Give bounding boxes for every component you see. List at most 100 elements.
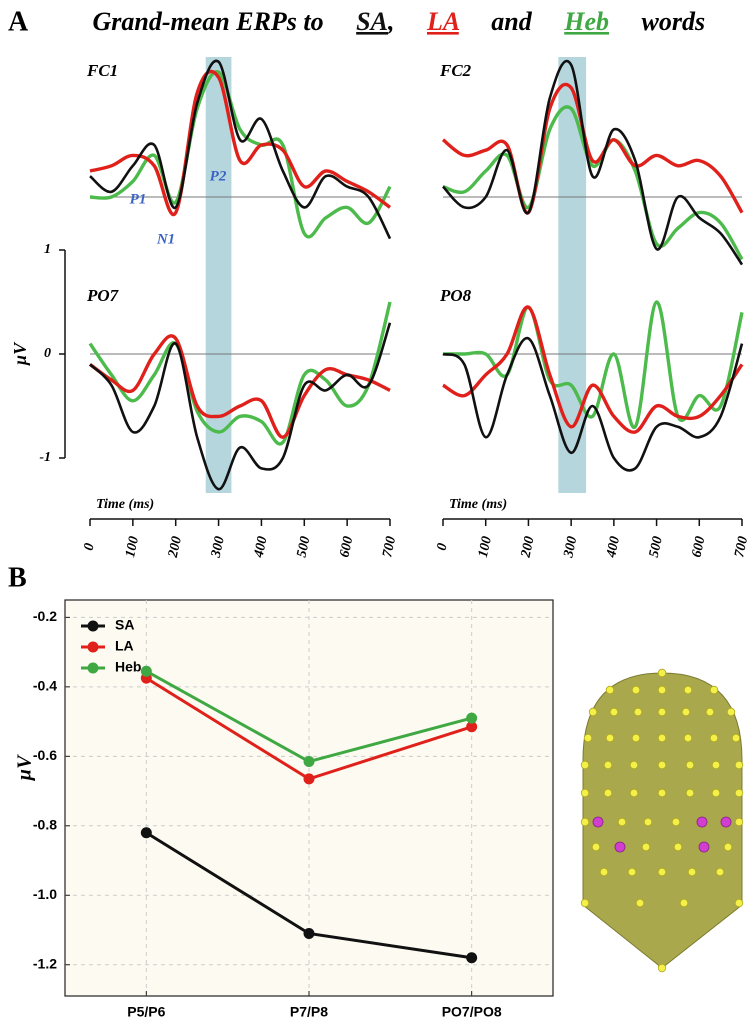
electrode [629, 788, 639, 798]
y-tick-label: 1 [44, 242, 51, 257]
electrode [734, 817, 744, 827]
electrode [592, 816, 604, 828]
x-tick-label: 100 [476, 535, 495, 559]
electrode [657, 668, 667, 678]
electrode [683, 733, 693, 743]
legend-marker [87, 641, 99, 653]
y-tick-label: -0.4 [33, 678, 57, 694]
x-tick-label: P7/P8 [290, 1004, 328, 1020]
electrode [629, 760, 639, 770]
x-tick-label: 0 [82, 542, 98, 552]
erp-line [88, 334, 391, 439]
electrode [657, 733, 667, 743]
electrode [657, 867, 667, 877]
x-tick-label: 700 [380, 535, 399, 559]
electrode [685, 760, 695, 770]
electrode [657, 788, 667, 798]
x-tick-label: 700 [732, 535, 747, 559]
electrode [631, 685, 641, 695]
x-tick-label: 500 [647, 535, 666, 559]
electrode [614, 841, 626, 853]
x-tick-label: 600 [689, 535, 708, 559]
electrode [734, 788, 744, 798]
figure-title: Grand-mean ERPs to SA, LA and Heb words [60, 7, 725, 36]
x-tick-label: 300 [561, 535, 580, 560]
electrode [609, 707, 619, 717]
data-point [466, 712, 478, 724]
annotation: N1 [156, 231, 175, 247]
panel-label: A [8, 6, 29, 37]
data-point [303, 756, 315, 768]
electrode [683, 685, 693, 695]
electrode [605, 733, 615, 743]
electrode [580, 898, 590, 908]
data-point [303, 927, 315, 939]
electrode [580, 788, 590, 798]
electrode [711, 788, 721, 798]
erp-line [89, 69, 392, 217]
electrode [709, 733, 719, 743]
x-tick-label: 500 [294, 535, 313, 559]
x-tick-label: 400 [251, 535, 270, 560]
data-point [303, 773, 315, 785]
data-point [466, 721, 478, 733]
electrode [696, 816, 708, 828]
erp-line [441, 82, 744, 215]
electrode [671, 817, 681, 827]
electrode [709, 685, 719, 695]
data-point [466, 952, 478, 964]
electrode [685, 788, 695, 798]
electrode [679, 898, 689, 908]
electrode [643, 817, 653, 827]
electrode [617, 817, 627, 827]
electrode [726, 707, 736, 717]
x-tick-label: 100 [123, 535, 142, 559]
x-tick-label: PO7/PO8 [442, 1004, 502, 1020]
title-part: SA [356, 7, 388, 36]
electrode [657, 963, 667, 973]
electrode [627, 867, 637, 877]
x-tick-label: 200 [166, 535, 185, 560]
erp-line [442, 305, 744, 434]
annotation: P2 [210, 168, 227, 184]
electrode [603, 760, 613, 770]
y-tick-label: -1.0 [33, 886, 57, 902]
title-part: and [491, 7, 532, 36]
electrode [657, 707, 667, 717]
title-part: Grand-mean ERPs to [93, 7, 324, 36]
title-part: words [642, 7, 706, 36]
y-tick-label: -1.2 [33, 955, 57, 971]
electrode [711, 760, 721, 770]
head-model [582, 672, 743, 969]
electrode [605, 685, 615, 695]
annotation: P1 [130, 191, 147, 207]
x-axis-label: Time (ms) [96, 497, 154, 512]
erp-line [442, 300, 744, 429]
electrode [657, 685, 667, 695]
electrode [698, 841, 710, 853]
legend-label: Heb [115, 659, 141, 675]
electrode [591, 842, 601, 852]
chart-title: PO7 [86, 286, 120, 305]
y-tick-label: 0 [44, 346, 51, 361]
x-axis-label: Time (ms) [449, 497, 507, 512]
y-axis-label: µV [14, 754, 36, 782]
electrode [588, 707, 598, 717]
y-tick-label: -1 [39, 450, 51, 465]
title-part: Heb [563, 7, 609, 36]
y-tick-label: -0.8 [33, 816, 57, 832]
electrode [723, 842, 733, 852]
electrode [599, 867, 609, 877]
electrode [603, 788, 613, 798]
electrode [731, 733, 741, 743]
erp-line [442, 105, 744, 261]
electrode [580, 760, 590, 770]
x-tick-label: 600 [337, 535, 356, 559]
legend-marker [87, 662, 99, 674]
chart-title: PO8 [439, 286, 472, 305]
electrode [631, 733, 641, 743]
y-tick-label: -0.6 [33, 747, 57, 763]
erp-line [442, 59, 744, 266]
chart-title: FC1 [86, 61, 118, 80]
electrode [635, 898, 645, 908]
